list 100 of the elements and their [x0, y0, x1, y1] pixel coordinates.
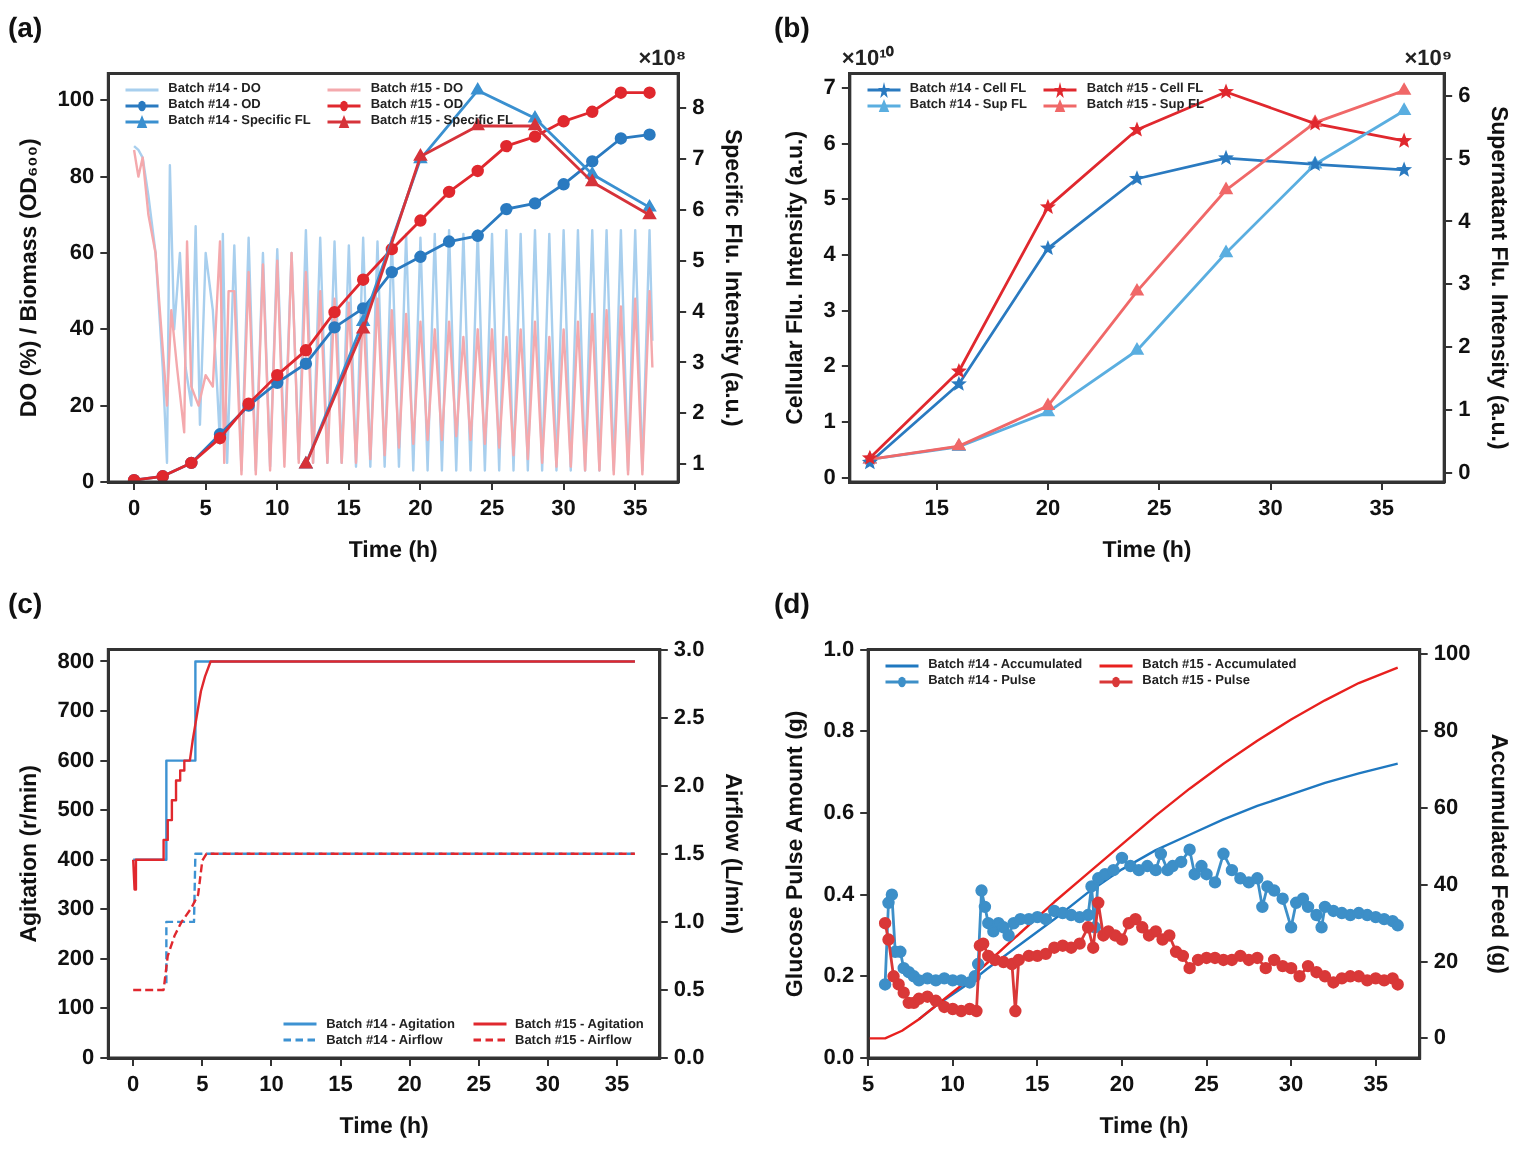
y2-tick-label: 2.5: [673, 705, 705, 730]
y2-tick-label: 2: [692, 401, 705, 426]
y-axis-title: DO (%) / Biomass (OD₆₀₀): [18, 137, 43, 418]
y-tick-label: 800: [57, 649, 95, 674]
x-tick-label: 15: [328, 1073, 353, 1098]
y-tick-label: 80: [69, 164, 95, 189]
text: ×10¹⁰: [841, 44, 895, 71]
x-tick-label: 10: [940, 1073, 966, 1098]
y2-tick-label: 4: [1458, 209, 1473, 234]
x-tick-label: 10: [259, 1073, 284, 1098]
y2-tick-label: 0.0: [673, 1046, 705, 1071]
y2-tick-label: 40: [1433, 872, 1459, 897]
y-tick-label: 0.8: [823, 719, 855, 744]
y-tick-label: 0.4: [823, 882, 856, 907]
y-tick-label: 2: [823, 354, 836, 379]
y-tick-label: 3: [823, 298, 836, 323]
y-tick-label: 100: [57, 996, 95, 1021]
text: ×10⁹: [1404, 46, 1453, 71]
x-axis-title: Time (h): [1099, 1114, 1189, 1139]
y2-tick-label: 20: [1433, 949, 1459, 974]
y-axis-title: Glucose Pulse Amount (g): [784, 710, 809, 998]
y-tick-label: 1.0: [823, 637, 855, 662]
y-tick-label: 300: [57, 897, 95, 922]
y2-tick-label: 1.5: [673, 841, 705, 866]
x-tick-label: 35: [1363, 1073, 1388, 1098]
x-tick-label: 30: [551, 497, 576, 522]
y-tick-label: 0: [82, 470, 95, 495]
x-tick-label: 10: [265, 497, 290, 522]
y-tick-label: 600: [57, 748, 95, 773]
x-tick-label: 5: [862, 1073, 875, 1098]
y2-tick-label: 0: [1458, 461, 1471, 486]
y2-tick-label: 1.0: [673, 909, 705, 934]
x-tick-label: 30: [1258, 497, 1283, 522]
y2-tick-label: 7: [692, 147, 705, 172]
x-axis-title: Time (h): [1102, 538, 1192, 563]
x-tick-label: 30: [1278, 1073, 1304, 1098]
y2-tick-label: 3: [1458, 272, 1471, 297]
x-tick-label: 25: [479, 497, 505, 522]
x-tick-label: 35: [622, 497, 648, 522]
x-tick-label: 35: [604, 1073, 630, 1098]
y2-tick-label: 0.5: [673, 978, 705, 1002]
x-tick-label: 25: [466, 1073, 491, 1098]
y2-tick-label: 100: [1433, 642, 1471, 667]
x-tick-label: 5: [199, 497, 212, 522]
y2-axis-title: Specific Flu. Intensity (a.u.): [719, 128, 744, 428]
y2-tick-label: 1: [692, 452, 705, 477]
x-tick-label: 20: [1109, 1073, 1135, 1098]
x-tick-label: 15: [1025, 1073, 1050, 1098]
y2-axis-title: Airflow (L/min): [719, 773, 744, 935]
y-tick-label: 0.2: [823, 964, 855, 989]
x-tick-label: 20: [397, 1073, 422, 1098]
y-tick-label: 100: [57, 88, 95, 113]
y2-tick-label: 6: [1458, 83, 1471, 108]
y-axis-title: Cellular Flu. Intensity (a.u.): [784, 130, 809, 425]
y-tick-label: 500: [57, 798, 95, 823]
y-tick-label: 400: [57, 847, 95, 872]
y2-tick-label: 2.0: [673, 773, 705, 798]
x-axis-title: Time (h): [348, 538, 439, 563]
x-tick-label: 25: [1194, 1073, 1219, 1098]
y2-tick-label: 8: [692, 96, 705, 121]
chart-title: (d): [774, 586, 810, 619]
x-tick-label: 5: [196, 1073, 209, 1098]
x-tick-label: 20: [1035, 497, 1061, 522]
x-tick-label: 25: [1146, 497, 1172, 522]
chart-title: (b): [774, 10, 810, 43]
y-tick-label: 0.0: [823, 1046, 855, 1071]
x-tick-label: 20: [408, 497, 433, 522]
x-tick-label: 30: [535, 1073, 561, 1098]
x-tick-label: 0: [127, 497, 141, 522]
y-tick-label: 7: [823, 76, 836, 101]
chart-title: (c): [8, 586, 43, 619]
y-tick-label: 4: [823, 243, 838, 268]
y-tick-label: 0.6: [823, 801, 855, 826]
y2-axis-title: Accumulated Feed (g): [1485, 733, 1510, 975]
y2-tick-label: 6: [692, 197, 705, 222]
y2-tick-label: 2: [1458, 335, 1471, 360]
y-tick-label: 1: [823, 409, 836, 434]
y2-tick-label: 4: [692, 299, 707, 324]
x-tick-label: 15: [924, 497, 949, 522]
y-tick-label: 5: [823, 187, 836, 212]
y2-tick-label: 0: [1433, 1026, 1446, 1051]
y-tick-label: 40: [69, 317, 95, 342]
y-axis-title: Agitation (r/min): [18, 764, 43, 943]
y2-tick-label: 5: [1458, 146, 1471, 171]
y-tick-label: 20: [69, 393, 95, 418]
y-tick-label: 6: [823, 131, 836, 156]
y-tick-label: 0: [823, 465, 836, 490]
y2-tick-label: 80: [1433, 719, 1459, 744]
x-axis-title: Time (h): [339, 1114, 429, 1139]
y2-axis-title: Supernatant Flu. Intensity (a.u.): [1485, 105, 1510, 451]
y2-tick-label: 3.0: [673, 637, 705, 662]
y2-tick-label: 1: [1458, 398, 1471, 423]
y-tick-label: 700: [57, 699, 95, 724]
chart-title: (a): [8, 10, 43, 43]
y2-tick-label: 60: [1433, 795, 1459, 820]
x-tick-label: 0: [127, 1073, 140, 1098]
x-tick-label: 15: [336, 497, 362, 522]
y2-tick-label: 3: [692, 350, 705, 375]
y-tick-label: 60: [69, 241, 95, 266]
text: ×10⁸: [638, 46, 687, 71]
